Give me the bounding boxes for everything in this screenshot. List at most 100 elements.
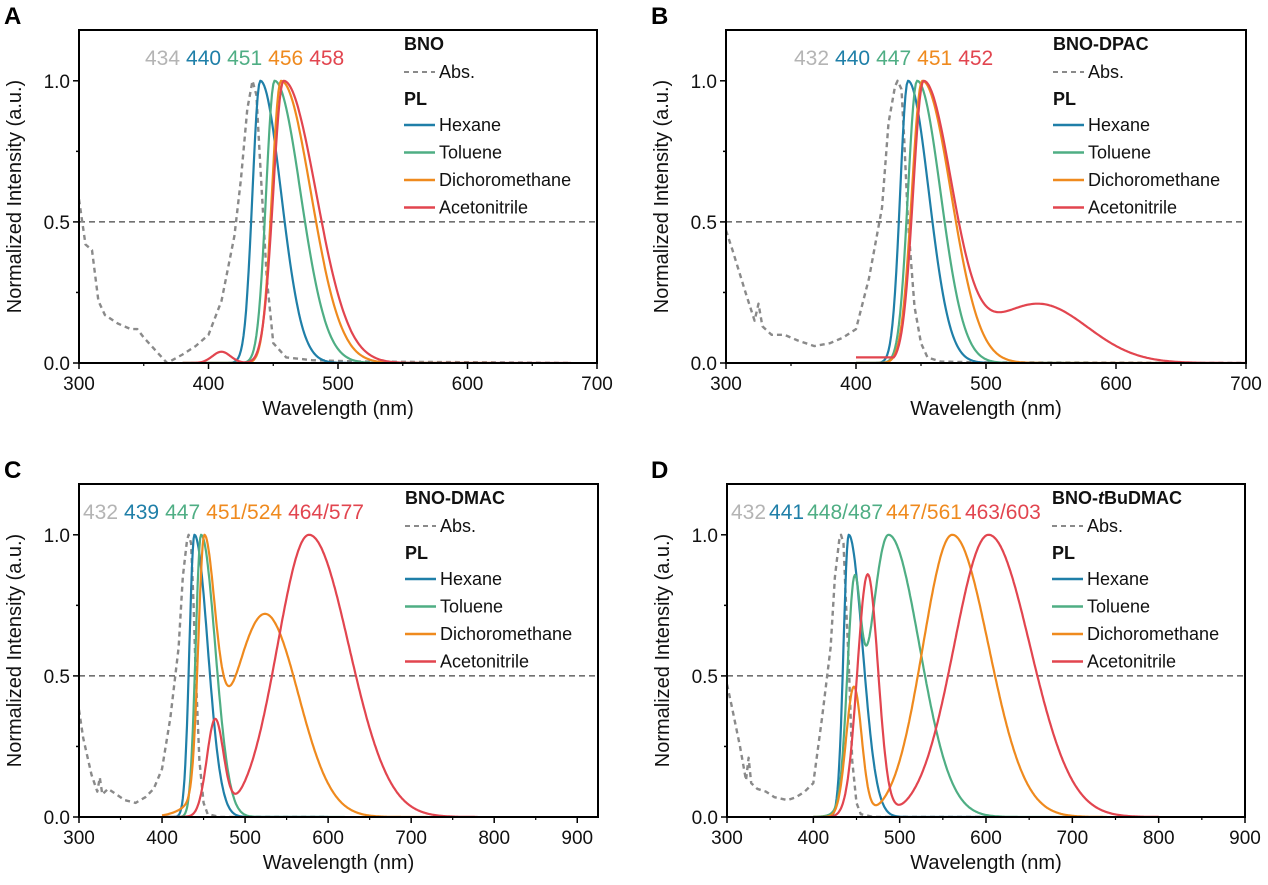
y-tick-label: 0.0: [691, 354, 717, 375]
series-toluene: [182, 79, 442, 363]
legend-compound: BNO-tBuDMAC: [1052, 488, 1182, 508]
legend-abs-label: Abs.: [1087, 516, 1123, 536]
series-hexane: [182, 79, 416, 363]
series-toluene: [856, 79, 1090, 363]
x-tick-label: 400: [193, 374, 225, 395]
y-tick-label: 0.5: [692, 667, 718, 688]
panel-D: D 300 400 500 600 700 800 900 0.0 0.5 1.0 Wavelengt…: [651, 457, 1261, 874]
x-axis-title: Wavelength (nm): [263, 852, 415, 874]
x-tick-label: 600: [312, 828, 344, 849]
peak-labels: 432 440 447 451 452: [794, 47, 993, 70]
y-tick-label: 0.0: [692, 808, 718, 829]
x-tick-label: 600: [452, 374, 484, 395]
x-tick-label: 300: [63, 828, 95, 849]
series-abs: [726, 79, 1246, 363]
x-axis-title: Wavelength (nm): [910, 852, 1062, 874]
x-tick-label: 900: [1229, 828, 1261, 849]
x-tick-label: 400: [797, 828, 829, 849]
y-axis-title: Normalized Intensity (a.u.): [4, 80, 26, 313]
series-abs: [727, 533, 986, 817]
legend-compound: BNO-DPAC: [1053, 34, 1149, 54]
y-tick-label: 0.5: [44, 667, 70, 688]
x-tick-label: 400: [840, 374, 872, 395]
x-tick-label: 300: [711, 828, 743, 849]
peak-label-3: 456: [268, 47, 303, 70]
peak-label-1: 440: [186, 47, 221, 70]
legend-label: Dichoromethane: [1087, 624, 1219, 644]
y-tick-label: 1.0: [44, 72, 70, 93]
series-acetonitrile: [830, 533, 1159, 817]
peak-label-4: 452: [958, 47, 993, 70]
peak-label-4: 463/603: [965, 501, 1041, 524]
x-axis-title: Wavelength (nm): [262, 398, 414, 420]
series-abs: [79, 79, 572, 363]
peak-label-2: 448/487: [807, 501, 883, 524]
y-tick-label: 0.0: [44, 354, 70, 375]
peak-labels: 434 440 451 456 458: [145, 47, 344, 70]
x-tick-label: 700: [395, 828, 427, 849]
peak-label-1: 439: [124, 501, 159, 524]
series-dichoromethane: [182, 79, 494, 363]
legend-label: Toluene: [1087, 597, 1150, 617]
series-hexane: [856, 79, 1064, 363]
series-dichoromethane: [856, 79, 1168, 363]
legend-pl-heading: PL: [404, 89, 427, 109]
panel-letter: A: [4, 3, 21, 30]
peak-label-0: 432: [794, 47, 829, 70]
panel-letter: C: [4, 457, 21, 484]
x-tick-label: 500: [229, 828, 261, 849]
peak-labels: 432 439 447 451/524 464/577: [83, 501, 364, 524]
series-toluene: [813, 533, 1073, 817]
y-axis-title: Normalized Intensity (a.u.): [652, 534, 674, 767]
x-tick-label: 400: [146, 828, 178, 849]
x-axis-title: Wavelength (nm): [910, 398, 1062, 420]
panel-B: B 300 400 500 600 700 0.0 0.5 1.0 Wavelength (nm)…: [651, 3, 1262, 420]
legend-label: Acetonitrile: [1087, 652, 1176, 672]
series-dichoromethane: [813, 533, 1108, 817]
x-tick-label: 800: [1143, 828, 1175, 849]
peak-label-3: 451/524: [206, 501, 282, 524]
peak-label-1: 441: [769, 501, 804, 524]
y-tick-label: 0.0: [44, 808, 70, 829]
legend-label: Acetonitrile: [440, 652, 529, 672]
peak-labels: 432 441 448/487 447/561 463/603: [731, 501, 1041, 524]
panel-letter: D: [651, 457, 668, 484]
legend-abs-label: Abs.: [439, 62, 475, 82]
panel-letter: B: [651, 3, 668, 30]
legend-label: Acetonitrile: [1088, 198, 1177, 218]
x-tick-label: 300: [63, 374, 95, 395]
plot-frame: [725, 29, 1247, 364]
legend-label: Toluene: [440, 597, 503, 617]
x-tick-label: 800: [478, 828, 510, 849]
y-axis-title: Normalized Intensity (a.u.): [4, 534, 26, 767]
legend-label: Hexane: [1087, 569, 1149, 589]
x-tick-label: 700: [1056, 828, 1088, 849]
panel-A: A 300 400 500 600 700 0.0 0.5 1.0 Wavelength (nm)…: [4, 3, 613, 420]
peak-label-0: 432: [83, 501, 118, 524]
legend-label: Dichoromethane: [439, 170, 571, 190]
x-tick-label: 700: [1230, 374, 1262, 395]
plot-frame: [78, 483, 599, 818]
plot-frame: [78, 29, 598, 364]
legend-pl-heading: PL: [1053, 89, 1076, 109]
legend-label: Toluene: [1088, 143, 1151, 163]
legend-abs-label: Abs.: [1088, 62, 1124, 82]
legend-compound: BNO-DMAC: [405, 488, 505, 508]
x-tick-label: 900: [561, 828, 593, 849]
series-acetonitrile: [161, 533, 478, 817]
x-tick-label: 500: [884, 828, 916, 849]
legend-label: Hexane: [440, 569, 502, 589]
y-axis-title: Normalized Intensity (a.u.): [651, 80, 673, 313]
panel-C: C 300 400 500 600 700 800 900 0.0 0.5 1.0 Wavelengt…: [4, 457, 599, 874]
y-tick-label: 1.0: [44, 526, 70, 547]
y-tick-label: 1.0: [692, 526, 718, 547]
x-tick-label: 300: [710, 374, 742, 395]
legend-label: Dichoromethane: [1088, 170, 1220, 190]
y-tick-label: 1.0: [691, 72, 717, 93]
peak-label-2: 451: [227, 47, 262, 70]
peak-label-0: 432: [731, 501, 766, 524]
plot-frame: [726, 483, 1246, 818]
legend-label: Toluene: [439, 143, 502, 163]
peak-label-4: 458: [309, 47, 344, 70]
